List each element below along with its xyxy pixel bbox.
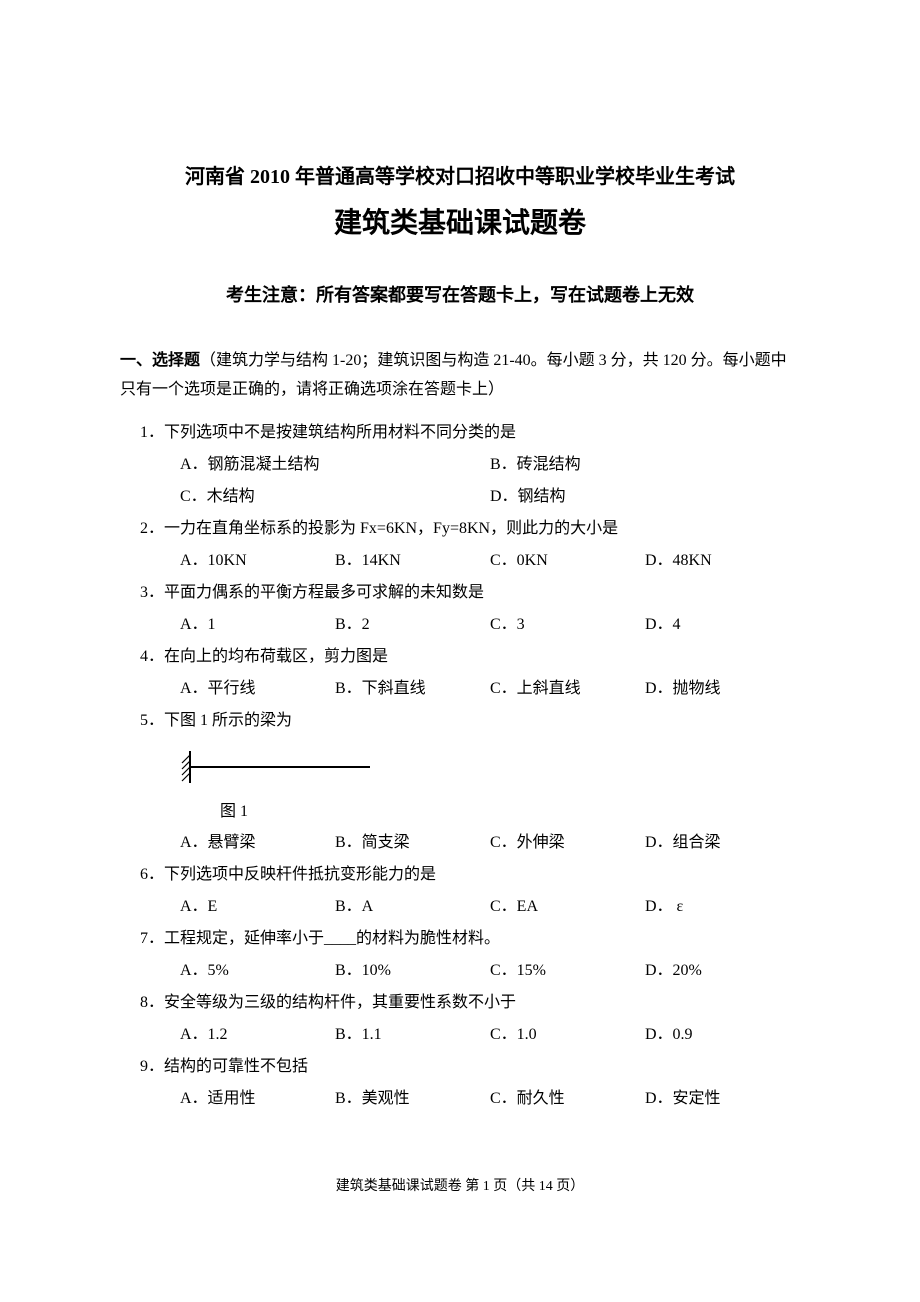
q7-opt-a: A．5% bbox=[180, 955, 335, 987]
q4-opt-c: C．上斜直线 bbox=[490, 673, 645, 705]
q3-options: A．1 B．2 C．3 D．4 bbox=[180, 609, 800, 641]
section-header: 一、选择题（建筑力学与结构 1-20；建筑识图与构造 21-40。每小题 3 分… bbox=[120, 347, 800, 405]
question-5: 5．下图 1 所示的梁为 bbox=[140, 705, 800, 737]
q5-opt-b: B．简支梁 bbox=[335, 827, 490, 859]
q2-opt-c: C．0KN bbox=[490, 545, 645, 577]
question-9: 9．结构的可靠性不包括 bbox=[140, 1051, 800, 1083]
q2-opt-b: B．14KN bbox=[335, 545, 490, 577]
question-6: 6．下列选项中反映杆件抵抗变形能力的是 bbox=[140, 859, 800, 891]
question-4: 4．在向上的均布荷载区，剪力图是 bbox=[140, 641, 800, 673]
q7-num: 7． bbox=[140, 930, 164, 947]
question-2: 2．一力在直角坐标系的投影为 Fx=6KN，Fy=8KN，则此力的大小是 bbox=[140, 513, 800, 545]
title-main: 河南省 2010 年普通高等学校对口招收中等职业学校毕业生考试 bbox=[120, 160, 800, 189]
q9-num: 9． bbox=[140, 1058, 164, 1075]
q4-opt-a: A．平行线 bbox=[180, 673, 335, 705]
q1-opt-d: D．钢结构 bbox=[490, 481, 800, 513]
q4-num: 4． bbox=[140, 648, 164, 665]
q8-opt-c: C．1.0 bbox=[490, 1019, 645, 1051]
q2-options: A．10KN B．14KN C．0KN D．48KN bbox=[180, 545, 800, 577]
q6-num: 6． bbox=[140, 866, 164, 883]
q1-options: A．钢筋混凝土结构 B．砖混结构 C．木结构 D．钢结构 bbox=[180, 449, 800, 513]
question-7: 7．工程规定，延伸率小于____的材料为脆性材料。 bbox=[140, 923, 800, 955]
figure-1 bbox=[180, 747, 800, 787]
beam-diagram-icon bbox=[180, 747, 380, 787]
q9-opt-a: A．适用性 bbox=[180, 1083, 335, 1115]
q1-opt-a: A．钢筋混凝土结构 bbox=[180, 449, 490, 481]
q4-opt-b: B．下斜直线 bbox=[335, 673, 490, 705]
q3-opt-d: D．4 bbox=[645, 609, 800, 641]
q8-opt-d: D．0.9 bbox=[645, 1019, 800, 1051]
q7-opt-b: B．10% bbox=[335, 955, 490, 987]
q6-opt-c: C．EA bbox=[490, 891, 645, 923]
q9-opt-c: C．耐久性 bbox=[490, 1083, 645, 1115]
q2-opt-d: D．48KN bbox=[645, 545, 800, 577]
q7-options: A．5% B．10% C．15% D．20% bbox=[180, 955, 800, 987]
q6-text: 下列选项中反映杆件抵抗变形能力的是 bbox=[164, 866, 436, 883]
q4-options: A．平行线 B．下斜直线 C．上斜直线 D．抛物线 bbox=[180, 673, 800, 705]
q2-num: 2． bbox=[140, 520, 164, 537]
q1-opt-b: B．砖混结构 bbox=[490, 449, 800, 481]
question-1: 1．下列选项中不是按建筑结构所用材料不同分类的是 bbox=[140, 417, 800, 449]
q7-opt-d: D．20% bbox=[645, 955, 800, 987]
q9-opt-b: B．美观性 bbox=[335, 1083, 490, 1115]
question-8: 8．安全等级为三级的结构杆件，其重要性系数不小于 bbox=[140, 987, 800, 1019]
q9-opt-d: D．安定性 bbox=[645, 1083, 800, 1115]
q8-num: 8． bbox=[140, 994, 164, 1011]
q3-opt-b: B．2 bbox=[335, 609, 490, 641]
title-sub: 建筑类基础课试题卷 bbox=[120, 201, 800, 241]
figure-1-caption: 图 1 bbox=[220, 797, 800, 821]
q3-num: 3． bbox=[140, 584, 164, 601]
q5-num: 5． bbox=[140, 712, 164, 729]
q1-num: 1． bbox=[140, 424, 164, 441]
q8-opt-a: A．1.2 bbox=[180, 1019, 335, 1051]
q5-opt-d: D．组合梁 bbox=[645, 827, 800, 859]
page-footer: 建筑类基础课试题卷 第 1 页（共 14 页） bbox=[120, 1175, 800, 1195]
q6-opt-a: A．E bbox=[180, 891, 335, 923]
q5-opt-a: A．悬臂梁 bbox=[180, 827, 335, 859]
page-container: 河南省 2010 年普通高等学校对口招收中等职业学校毕业生考试 建筑类基础课试题… bbox=[0, 0, 920, 1275]
q3-opt-a: A．1 bbox=[180, 609, 335, 641]
q8-text: 安全等级为三级的结构杆件，其重要性系数不小于 bbox=[164, 994, 516, 1011]
question-3: 3．平面力偶系的平衡方程最多可求解的未知数是 bbox=[140, 577, 800, 609]
q9-options: A．适用性 B．美观性 C．耐久性 D．安定性 bbox=[180, 1083, 800, 1115]
q7-text: 工程规定，延伸率小于____的材料为脆性材料。 bbox=[164, 930, 500, 947]
q6-options: A．E B．A C．EA D． ε bbox=[180, 891, 800, 923]
q1-text: 下列选项中不是按建筑结构所用材料不同分类的是 bbox=[164, 424, 516, 441]
exam-notice: 考生注意：所有答案都要写在答题卡上，写在试题卷上无效 bbox=[120, 281, 800, 307]
q8-opt-b: B．1.1 bbox=[335, 1019, 490, 1051]
q2-opt-a: A．10KN bbox=[180, 545, 335, 577]
q2-text: 一力在直角坐标系的投影为 Fx=6KN，Fy=8KN，则此力的大小是 bbox=[164, 520, 618, 537]
q9-text: 结构的可靠性不包括 bbox=[164, 1058, 308, 1075]
q5-text: 下图 1 所示的梁为 bbox=[164, 712, 292, 729]
q6-opt-d: D． ε bbox=[645, 891, 800, 923]
q7-opt-c: C．15% bbox=[490, 955, 645, 987]
q5-opt-c: C．外伸梁 bbox=[490, 827, 645, 859]
q3-text: 平面力偶系的平衡方程最多可求解的未知数是 bbox=[164, 584, 484, 601]
q3-opt-c: C．3 bbox=[490, 609, 645, 641]
q1-opt-c: C．木结构 bbox=[180, 481, 490, 513]
section-label: 一、选择题 bbox=[120, 352, 200, 369]
q8-options: A．1.2 B．1.1 C．1.0 D．0.9 bbox=[180, 1019, 800, 1051]
q5-options: A．悬臂梁 B．简支梁 C．外伸梁 D．组合梁 bbox=[180, 827, 800, 859]
q4-text: 在向上的均布荷载区，剪力图是 bbox=[164, 648, 388, 665]
q4-opt-d: D．抛物线 bbox=[645, 673, 800, 705]
q6-opt-b: B．A bbox=[335, 891, 490, 923]
section-desc: （建筑力学与结构 1-20；建筑识图与构造 21-40。每小题 3 分，共 12… bbox=[120, 352, 787, 398]
